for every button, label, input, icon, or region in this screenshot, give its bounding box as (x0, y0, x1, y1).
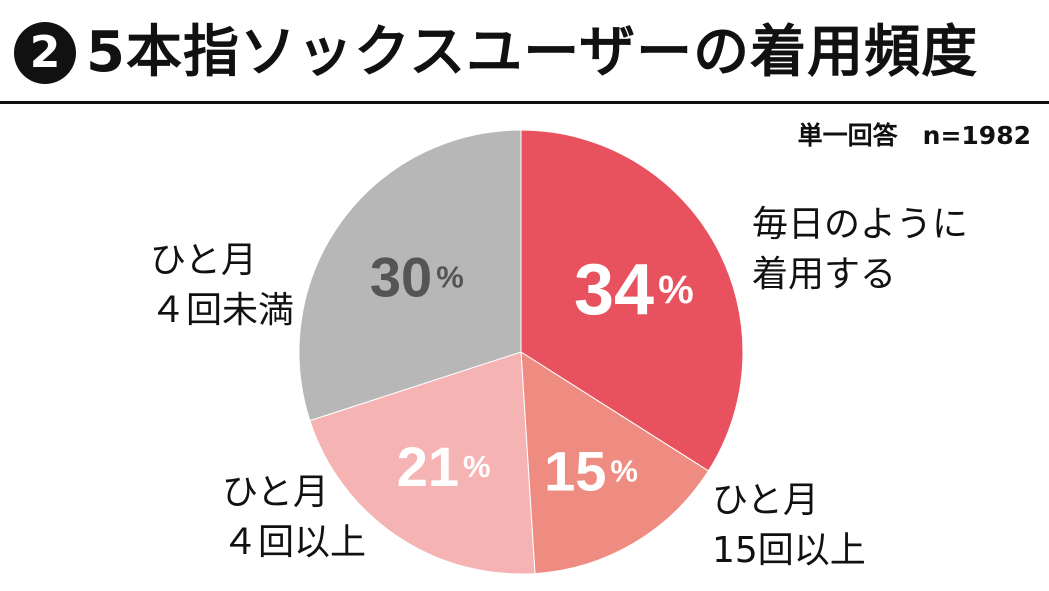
slice-label-under-4: ひと月 ４回未満 (150, 236, 294, 336)
slice-label-15-plus: ひと月 15回以上 (712, 476, 866, 576)
pie-slice-4-plus (309, 351, 536, 575)
value-label-daily: 34% (574, 250, 694, 330)
value-label-15-plus: 15% (544, 439, 638, 502)
slice-label-line: 15回以上 (712, 530, 866, 571)
response-note: 単一回答 n=1982 (797, 121, 1031, 150)
slice-label-line: ひと月 (712, 480, 819, 521)
slice-label-line: ひと月 (150, 240, 257, 281)
pie-slice-under-4 (298, 129, 522, 422)
value-label-under-4: 30% (370, 245, 464, 308)
slice-label-line: 着用する (752, 254, 897, 295)
slice-label-line: 毎日のように (752, 204, 969, 245)
slice-label-line: ４回以上 (222, 522, 367, 563)
chart-title: 2 5本指ソックスユーザーの着用頻度 (14, 10, 978, 96)
title-number-badge: 2 (14, 22, 76, 84)
value-label-4-plus: 21% (397, 434, 491, 497)
title-underline (0, 101, 1049, 104)
slice-label-line: ひと月 (222, 472, 329, 513)
pie-slice-daily (520, 129, 744, 472)
slice-label-line: ４回未満 (150, 290, 295, 331)
slice-label-4-plus: ひと月 ４回以上 (222, 468, 366, 568)
pie-slice-15-plus (520, 351, 710, 575)
slice-label-daily: 毎日のように 着用する (752, 200, 968, 300)
title-text: 5本指ソックスユーザーの着用頻度 (86, 20, 979, 85)
